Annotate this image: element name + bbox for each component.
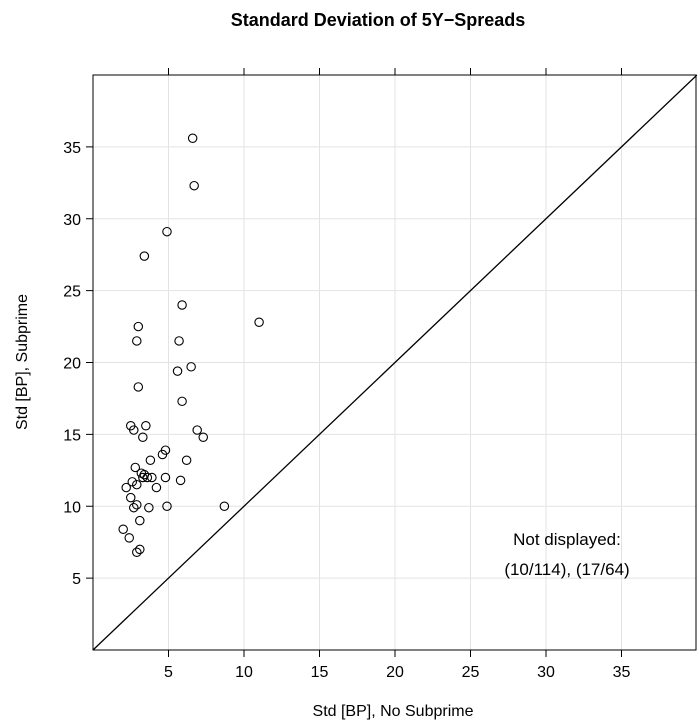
chart-title: Standard Deviation of 5Y−Spreads bbox=[231, 10, 526, 30]
data-point bbox=[130, 462, 141, 473]
data-point bbox=[124, 533, 134, 543]
data-point bbox=[141, 420, 151, 431]
data-points bbox=[118, 133, 264, 557]
data-point bbox=[160, 472, 171, 483]
x-tick-label: 15 bbox=[311, 664, 329, 681]
data-point bbox=[129, 425, 139, 435]
data-point bbox=[187, 133, 198, 144]
data-point bbox=[138, 472, 148, 483]
x-tick-label: 20 bbox=[386, 664, 404, 681]
identity-line bbox=[92, 74, 697, 651]
y-tick-label: 35 bbox=[63, 140, 81, 157]
data-point bbox=[132, 500, 142, 510]
y-tick-label: 5 bbox=[72, 571, 81, 588]
data-point bbox=[254, 317, 264, 327]
data-point bbox=[198, 432, 208, 442]
data-point bbox=[135, 515, 145, 526]
data-point bbox=[192, 425, 202, 435]
data-point bbox=[175, 475, 186, 486]
data-point bbox=[181, 455, 192, 465]
data-point bbox=[132, 547, 142, 557]
y-tick-label: 30 bbox=[63, 212, 81, 229]
y-axis-label: Std [BP], Subprime bbox=[14, 294, 31, 430]
data-point bbox=[162, 226, 172, 237]
axis-ticks: 5 10 15 20 25 30 35 5 10 15 20 25 30 35 bbox=[63, 68, 631, 681]
data-point bbox=[144, 502, 154, 513]
x-tick-label: 35 bbox=[613, 664, 631, 681]
y-tick-label: 20 bbox=[63, 356, 81, 373]
data-point bbox=[132, 336, 142, 346]
gridlines bbox=[93, 75, 697, 650]
data-point bbox=[142, 472, 153, 483]
data-point bbox=[172, 366, 183, 376]
x-tick-label: 10 bbox=[235, 664, 253, 681]
data-point bbox=[145, 455, 156, 465]
data-point bbox=[139, 251, 150, 261]
data-point bbox=[162, 501, 172, 511]
data-point bbox=[138, 432, 148, 442]
data-point bbox=[174, 336, 184, 346]
y-tick-label: 10 bbox=[63, 499, 81, 516]
annotation-line-2: (10/114), (17/64) bbox=[504, 560, 629, 579]
x-tick-label: 30 bbox=[537, 664, 555, 681]
data-point bbox=[129, 502, 139, 513]
data-point bbox=[189, 180, 199, 191]
data-point bbox=[157, 449, 168, 460]
data-point bbox=[219, 501, 230, 511]
x-tick-label: 25 bbox=[462, 664, 480, 681]
data-point bbox=[151, 482, 162, 493]
data-point bbox=[126, 492, 136, 503]
y-tick-label: 15 bbox=[63, 427, 81, 444]
x-tick-label: 5 bbox=[164, 664, 173, 681]
annotation-line-1: Not displayed: bbox=[513, 530, 621, 549]
data-point bbox=[186, 362, 196, 372]
data-point bbox=[177, 300, 187, 310]
y-tick-label: 25 bbox=[63, 284, 81, 301]
x-axis-label: Std [BP], No Subprime bbox=[313, 703, 474, 720]
data-point bbox=[177, 396, 187, 407]
data-point bbox=[132, 479, 142, 490]
data-point bbox=[118, 524, 128, 534]
data-point bbox=[133, 321, 144, 332]
data-point bbox=[135, 544, 145, 555]
data-point bbox=[147, 472, 157, 483]
data-point bbox=[133, 382, 144, 392]
data-point bbox=[121, 482, 131, 493]
